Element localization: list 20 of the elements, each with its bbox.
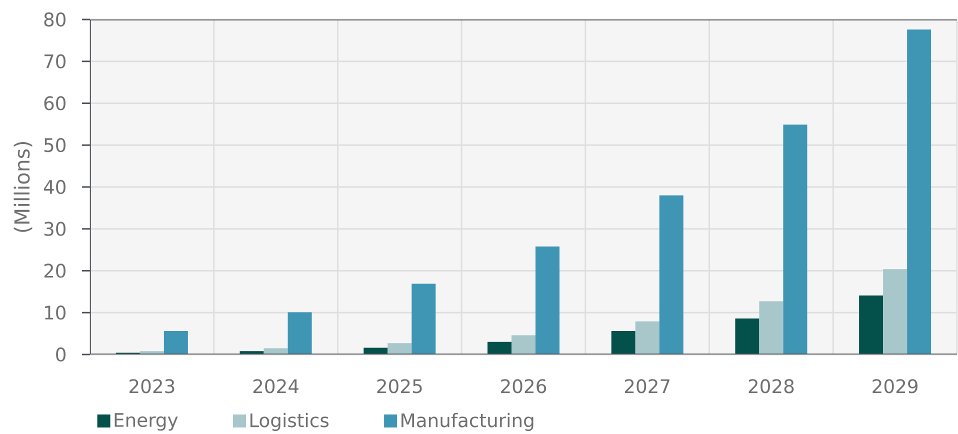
y-tick-label: 30 <box>44 222 66 236</box>
x-tick-label: 2028 <box>748 379 794 394</box>
y-tick-label: 0 <box>56 347 66 362</box>
x-tick-label: 2025 <box>377 379 422 394</box>
y-tick-label: 60 <box>44 96 66 110</box>
y-axis-title: (Millions) <box>14 142 32 232</box>
y-tick-label: 70 <box>44 54 66 68</box>
legend-label: Manufacturing <box>402 412 534 431</box>
x-tick-label: 2023 <box>130 379 174 394</box>
x-tick-label: 2027 <box>624 379 670 394</box>
legend-label: Logistics <box>250 412 329 431</box>
y-tick-label: 10 <box>45 306 66 320</box>
y-tick-label: 40 <box>44 180 66 194</box>
y-tick-label: 80 <box>44 12 66 27</box>
y-tick-label: 20 <box>44 264 66 278</box>
y-tick-label: 50 <box>44 138 66 152</box>
legend-label: Energy <box>114 413 178 431</box>
x-tick-label: 2029 <box>872 379 918 394</box>
x-tick-label: 2024 <box>253 379 298 394</box>
x-tick-label: 2026 <box>501 379 546 394</box>
